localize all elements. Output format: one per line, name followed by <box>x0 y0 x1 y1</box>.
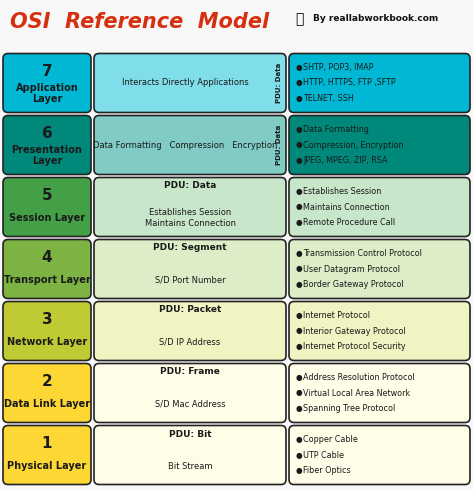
Text: Transmission Control Protocol: Transmission Control Protocol <box>303 249 422 258</box>
FancyBboxPatch shape <box>3 53 91 113</box>
Text: Remote Procedure Call: Remote Procedure Call <box>303 218 395 227</box>
FancyBboxPatch shape <box>289 364 470 422</box>
Text: Establishes Session: Establishes Session <box>303 187 381 196</box>
Text: Internet Protocol: Internet Protocol <box>303 311 370 320</box>
FancyBboxPatch shape <box>94 53 286 113</box>
Text: JPEG, MPEG, ZIP, RSA: JPEG, MPEG, ZIP, RSA <box>303 156 387 165</box>
Text: Session Layer: Session Layer <box>9 213 85 222</box>
Text: Interior Gateway Protocol: Interior Gateway Protocol <box>303 326 406 336</box>
Text: ●: ● <box>296 202 303 212</box>
Text: S/D IP Address: S/D IP Address <box>159 338 220 346</box>
Text: ●: ● <box>296 218 303 227</box>
FancyBboxPatch shape <box>289 301 470 361</box>
Text: User Datagram Protocol: User Datagram Protocol <box>303 265 400 273</box>
Text: Spanning Tree Protocol: Spanning Tree Protocol <box>303 404 395 413</box>
Text: Border Gateway Protocol: Border Gateway Protocol <box>303 280 403 289</box>
Text: PDU: Bit: PDU: Bit <box>169 430 211 439</box>
FancyBboxPatch shape <box>3 301 91 361</box>
Text: ●: ● <box>296 466 303 475</box>
FancyBboxPatch shape <box>3 364 91 422</box>
Text: Copper Cable: Copper Cable <box>303 435 358 444</box>
Text: ●: ● <box>296 373 303 382</box>
Text: HTTP, HTTPS, FTP ,SFTP: HTTP, HTTPS, FTP ,SFTP <box>303 78 395 88</box>
Text: Presentation
Layer: Presentation Layer <box>11 145 82 166</box>
Text: ●: ● <box>296 78 303 88</box>
Text: ●: ● <box>296 141 303 149</box>
Text: 🧪: 🧪 <box>295 12 303 26</box>
Text: 2: 2 <box>42 374 53 390</box>
Text: Data Formatting   Compression   Encryption: Data Formatting Compression Encryption <box>93 141 277 149</box>
FancyBboxPatch shape <box>289 53 470 113</box>
Text: ●: ● <box>296 389 303 397</box>
Text: 7: 7 <box>42 64 53 79</box>
Text: OSI  Reference  Model: OSI Reference Model <box>10 12 269 32</box>
Text: ●: ● <box>296 404 303 413</box>
Text: ●: ● <box>296 187 303 196</box>
Text: Interacts Directly Applications: Interacts Directly Applications <box>122 78 248 88</box>
Text: ●: ● <box>296 125 303 134</box>
FancyBboxPatch shape <box>3 177 91 237</box>
Text: Compression, Encryption: Compression, Encryption <box>303 141 403 149</box>
Text: ●: ● <box>296 326 303 336</box>
Text: 4: 4 <box>42 250 53 266</box>
Text: PDU: Packet: PDU: Packet <box>159 305 221 315</box>
Text: PDU: Data: PDU: Data <box>276 63 282 103</box>
Text: ●: ● <box>296 342 303 351</box>
FancyBboxPatch shape <box>289 240 470 298</box>
Text: Network Layer: Network Layer <box>7 337 87 346</box>
Text: PDU: Data: PDU: Data <box>276 125 282 165</box>
Text: ●: ● <box>296 435 303 444</box>
Text: PDU: Segment: PDU: Segment <box>153 244 227 252</box>
Text: Address Resolution Protocol: Address Resolution Protocol <box>303 373 415 382</box>
Text: Data Link Layer: Data Link Layer <box>4 398 90 409</box>
Text: Maintains Connection: Maintains Connection <box>303 202 390 212</box>
Text: ●: ● <box>296 280 303 289</box>
Text: ●: ● <box>296 156 303 165</box>
Text: 5: 5 <box>42 188 53 203</box>
FancyBboxPatch shape <box>289 116 470 174</box>
Text: ●: ● <box>296 249 303 258</box>
Text: 1: 1 <box>42 436 52 451</box>
FancyBboxPatch shape <box>94 364 286 422</box>
Text: Application
Layer: Application Layer <box>16 83 79 104</box>
Text: UTP Cable: UTP Cable <box>303 450 344 460</box>
Text: Virtual Local Area Network: Virtual Local Area Network <box>303 389 410 397</box>
Text: Bit Stream: Bit Stream <box>168 462 212 471</box>
Text: Fiber Optics: Fiber Optics <box>303 466 350 475</box>
Text: ●: ● <box>296 450 303 460</box>
Text: TELNET, SSH: TELNET, SSH <box>303 94 354 103</box>
Text: Establishes Session
Maintains Connection: Establishes Session Maintains Connection <box>144 208 236 228</box>
Text: ●: ● <box>296 63 303 72</box>
FancyBboxPatch shape <box>3 425 91 485</box>
Text: Data Formatting: Data Formatting <box>303 125 369 134</box>
Text: Internet Protocol Security: Internet Protocol Security <box>303 342 406 351</box>
Text: PDU: Frame: PDU: Frame <box>160 368 220 376</box>
Text: SHTP, POP3, IMAP: SHTP, POP3, IMAP <box>303 63 374 72</box>
FancyBboxPatch shape <box>94 240 286 298</box>
Text: S/D Port Number: S/D Port Number <box>155 276 225 285</box>
FancyBboxPatch shape <box>94 116 286 174</box>
Text: PDU: Data: PDU: Data <box>164 181 216 191</box>
FancyBboxPatch shape <box>3 116 91 174</box>
Text: ●: ● <box>296 265 303 273</box>
Text: Transport Layer: Transport Layer <box>4 274 90 285</box>
Text: 3: 3 <box>42 312 53 327</box>
Text: ●: ● <box>296 311 303 320</box>
Text: ●: ● <box>296 94 303 103</box>
Text: 6: 6 <box>42 126 53 141</box>
FancyBboxPatch shape <box>289 425 470 485</box>
FancyBboxPatch shape <box>3 240 91 298</box>
FancyBboxPatch shape <box>94 301 286 361</box>
Text: S/D Mac Address: S/D Mac Address <box>155 400 225 409</box>
FancyBboxPatch shape <box>289 177 470 237</box>
Text: By reallabworkbook.com: By reallabworkbook.com <box>313 15 438 24</box>
FancyBboxPatch shape <box>94 177 286 237</box>
Text: Physical Layer: Physical Layer <box>8 461 87 470</box>
FancyBboxPatch shape <box>94 425 286 485</box>
